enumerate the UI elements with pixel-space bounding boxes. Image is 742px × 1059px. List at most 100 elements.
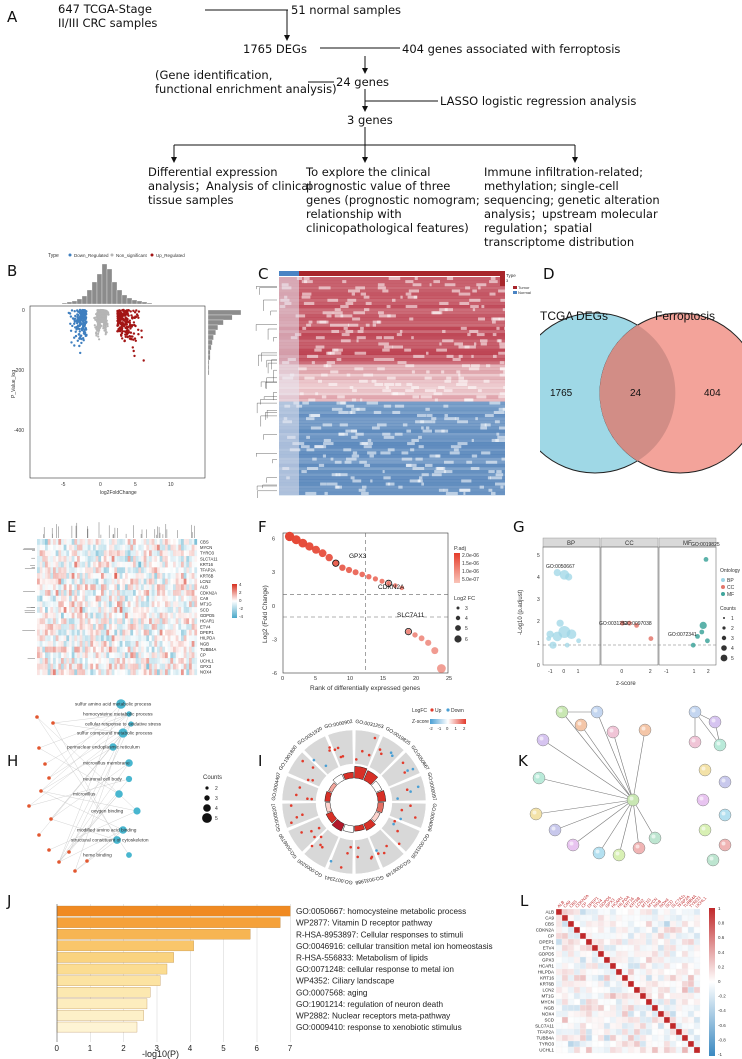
heatmap-e-cell [71,539,75,545]
heatmap-c-noise [498,339,502,343]
network-term-label: oxygen binding [91,809,124,815]
heatmap-c-noise [302,292,312,296]
volcano-legend-ns-dot [110,253,114,257]
heatmap-e-cell [63,624,67,630]
heatmap-c-noise [446,376,452,380]
heatmap-e-gene-label: TYRO3 [200,551,215,556]
heatmap-e-cell [109,539,112,545]
heatmap-e-cell [98,544,102,551]
heatmap-e-cell [173,544,176,551]
bar-term [56,952,174,963]
heatmap-c-noise [415,457,423,461]
heatmap-e-cell [101,646,104,653]
heatmap-e-cell [106,612,110,619]
heatmap-e-cell [191,624,195,630]
corr-cell [555,968,563,976]
heatmap-e-cell [135,629,139,636]
bubble-count-label: 5 [731,656,734,662]
corr-cell [645,908,653,916]
heatmap-c-noise [475,417,478,421]
circle-inner-bar [342,771,354,780]
heatmap-e-cell [90,612,94,619]
heatmap-e-cell [50,618,54,625]
corr-cell [579,1010,587,1018]
heatmap-e-cell [125,624,128,630]
heatmap-e-cell [63,646,67,653]
network-term-label: sulfur compound metabolic process [77,731,153,737]
heatmap-e-cell [133,584,136,591]
heatmap-e-cell [50,556,54,562]
heatmap-e-cell [87,641,91,647]
heatmap-e-cell [87,663,91,670]
ppi-node [706,853,720,867]
heatmap-c-noise [470,364,480,368]
heatmap-e-cell [119,595,123,602]
heatmap-e-gene-label: GDPD5 [200,613,215,618]
heatmap-e-cell [96,669,99,675]
heatmap-e-cell [106,607,110,613]
heatmap-c-noise [392,345,403,349]
corr-cell [555,932,563,940]
corr-row-label: KRT16 [540,976,554,981]
network-edge [40,713,130,792]
corr-cell [609,1040,617,1048]
heatmap-e-cell [111,601,115,608]
ppi-node-shine [551,826,556,831]
heatmap-c-row [279,364,505,368]
bubble-count-label: 4 [731,646,734,652]
corr-cell [675,926,683,934]
network-gene-node [27,804,31,808]
heatmap-e-cell [151,567,155,574]
panel-letter-d: D [543,265,555,283]
bubble-bp [566,629,577,639]
circle-gene-dot [319,843,322,847]
heatmap-e-cell [50,607,54,613]
heatmap-e-cell [184,596,187,602]
heatmap-e-cell [79,658,83,664]
corr-cell [621,1046,629,1054]
bar-term [56,987,151,998]
heatmap-e-cell [167,641,171,647]
corr-cell [663,968,671,976]
heatmap-e-cell [178,646,182,653]
corr-cell [555,1028,563,1036]
heatmap-e-cell [74,612,78,619]
corr-cell [621,908,629,916]
corr-scale-label: 0.4 [718,950,725,955]
heatmap-e-cell [130,652,134,659]
heatmap-c-noise [432,311,441,315]
ppi-node [698,763,712,777]
heatmap-e-cell [42,646,46,653]
corr-cell [681,908,689,916]
corr-cell [597,950,605,958]
heatmap-c-noise [377,367,385,371]
heatmap-e-cell [82,641,86,647]
heatmap-e-cell [138,607,142,613]
corr-cell [627,938,635,946]
heatmap-e-cell [82,544,86,551]
heatmap-e-cell [109,595,112,602]
heatmap-e-cell [61,556,64,562]
volcano-point-ns [95,313,98,316]
heatmap-e-cell [133,539,136,545]
network-edge [74,839,118,872]
corr-cell [663,1022,671,1030]
heatmap-e-cell [135,618,139,625]
volcano-right-hist-bar [207,364,210,371]
corr-cell [621,1034,629,1042]
heatmap-c-noise [373,410,382,415]
corr-cell [651,1028,659,1036]
heatmap-c-row [279,286,505,290]
heatmap-e-cell [120,579,123,585]
corr-cell [687,938,695,946]
corr-cell [657,974,665,982]
circle-inner-bar [342,824,354,833]
heatmap-e-cell [168,556,171,562]
heatmap-e-cell [85,556,88,562]
heatmap-c-noise [491,438,499,443]
volcano-point-up [116,323,120,326]
heatmap-e-cell [157,612,160,619]
corr-cell [645,1046,653,1054]
heatmap-c-noise [366,401,378,405]
volcano-point-up [119,333,123,336]
